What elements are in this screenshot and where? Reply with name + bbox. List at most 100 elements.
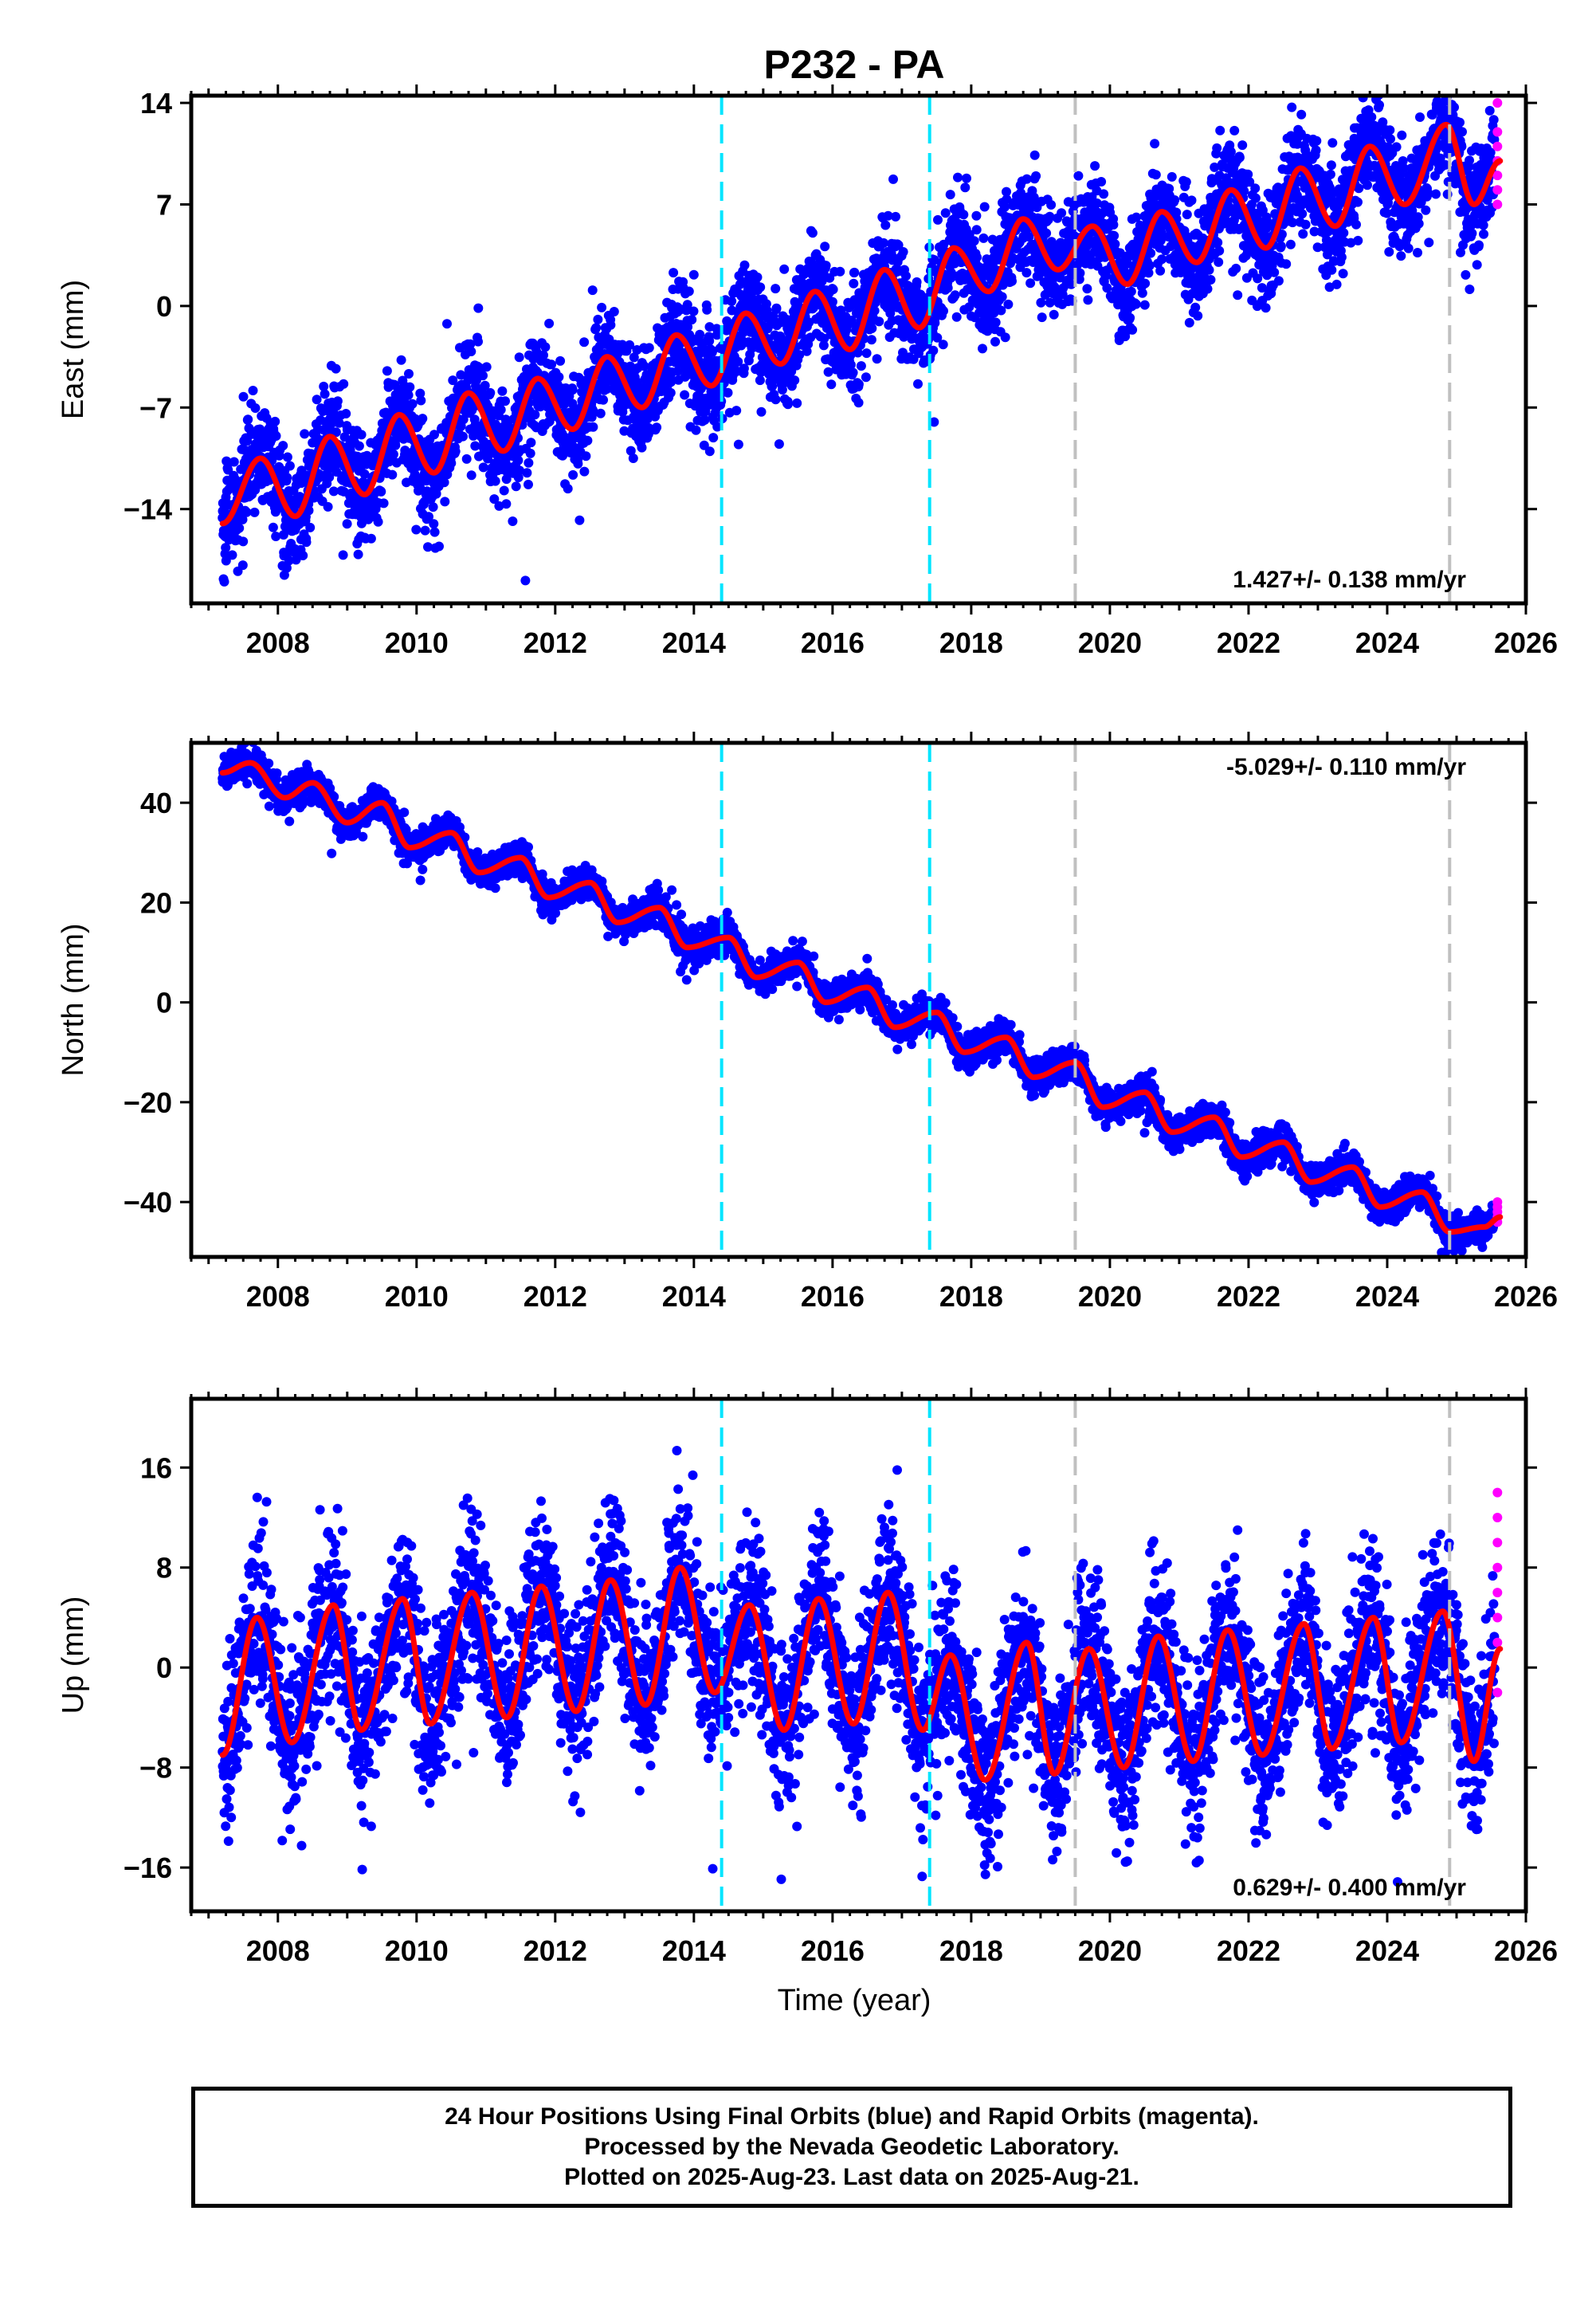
east-point: [1170, 195, 1180, 205]
east-point: [547, 359, 557, 370]
east-point: [939, 306, 948, 316]
east-point: [1041, 228, 1052, 238]
east-point: [951, 312, 962, 322]
east-rapid-point: [1492, 141, 1503, 151]
east-point: [960, 183, 971, 193]
east-point: [888, 174, 898, 184]
east-point: [418, 414, 428, 424]
east-point: [1029, 150, 1040, 160]
east-point: [723, 387, 733, 398]
east-point: [1353, 235, 1363, 245]
east-point: [901, 271, 911, 281]
east-point: [1424, 238, 1434, 248]
east-point: [1338, 269, 1348, 279]
east-point: [1396, 251, 1406, 261]
east-point: [241, 507, 252, 517]
east-point: [1442, 84, 1452, 94]
east-point: [298, 551, 308, 560]
east-point: [544, 318, 555, 328]
east-point: [1184, 317, 1194, 328]
east-point: [304, 505, 314, 516]
east-x-tick-label: 2010: [385, 626, 449, 659]
east-point: [1193, 311, 1203, 321]
east-point: [1125, 312, 1135, 323]
east-point: [238, 391, 249, 402]
east-point: [378, 498, 389, 509]
east-point: [972, 252, 982, 262]
east-point: [856, 361, 866, 371]
east-x-tick-label: 2018: [939, 626, 1003, 659]
east-point: [1155, 265, 1166, 276]
east-point: [1353, 197, 1363, 207]
east-point: [415, 388, 425, 399]
east-point: [423, 542, 433, 552]
east-point: [1339, 228, 1349, 238]
east-point: [1327, 265, 1337, 275]
east-point: [1276, 241, 1286, 251]
east-point: [848, 367, 858, 378]
east-point: [420, 525, 430, 536]
east-rate-label: 1.427+/- 0.138 mm/yr: [1233, 567, 1466, 593]
east-point: [1225, 147, 1236, 157]
east-point: [237, 560, 248, 571]
east-point: [1455, 117, 1465, 128]
east-point: [997, 292, 1007, 302]
east-point: [520, 575, 531, 586]
east-point: [323, 501, 333, 512]
east-point: [250, 403, 261, 413]
east-point: [1413, 248, 1422, 257]
east-point: [1439, 67, 1449, 77]
east-point: [1287, 102, 1297, 112]
east-point: [1046, 200, 1057, 210]
east-point: [338, 550, 348, 560]
east-point: [588, 422, 598, 432]
east-panel: 2008 2010 2012 2014 2016 2018 2020 2022 2024 2026…: [57, 67, 1558, 659]
east-point: [591, 323, 602, 333]
east-point: [222, 456, 232, 466]
east-point: [1096, 177, 1107, 187]
east-point: [376, 486, 386, 497]
east-point: [962, 173, 971, 183]
east-point: [595, 408, 606, 418]
east-point: [403, 390, 414, 400]
east-point: [891, 211, 900, 222]
east-point: [628, 454, 638, 463]
east-point: [1385, 125, 1395, 135]
east-x-tick-label: 2008: [246, 626, 310, 659]
east-point: [524, 479, 533, 489]
east-point: [1415, 112, 1425, 122]
east-x-tick-label: 2014: [662, 626, 726, 659]
east-point: [1250, 193, 1261, 203]
east-x-tick-label: 2012: [524, 626, 587, 659]
east-point: [1181, 177, 1191, 187]
east-point: [525, 448, 535, 458]
east-point: [1212, 143, 1222, 153]
east-point: [959, 210, 969, 220]
east-point: [1229, 125, 1240, 135]
east-point: [382, 366, 392, 376]
east-point: [680, 390, 690, 400]
east-point: [752, 272, 763, 282]
east-point: [373, 516, 383, 527]
east-point: [872, 354, 882, 364]
east-point: [499, 485, 509, 496]
east-point: [1213, 238, 1223, 248]
east-point: [429, 527, 440, 537]
east-point: [969, 236, 979, 246]
east-point: [1057, 208, 1067, 218]
east-point: [579, 466, 590, 477]
east-point: [1182, 210, 1192, 220]
east-point: [428, 502, 438, 512]
east-point: [828, 285, 838, 295]
east-point: [1269, 267, 1280, 277]
east-point: [945, 190, 955, 200]
east-point: [598, 395, 609, 405]
east-point: [339, 379, 349, 389]
east-point: [1204, 265, 1214, 275]
east-point: [1131, 299, 1141, 309]
east-point: [1146, 248, 1156, 258]
east-point: [1127, 324, 1138, 335]
east-point: [429, 430, 439, 440]
east-point: [1144, 261, 1155, 271]
